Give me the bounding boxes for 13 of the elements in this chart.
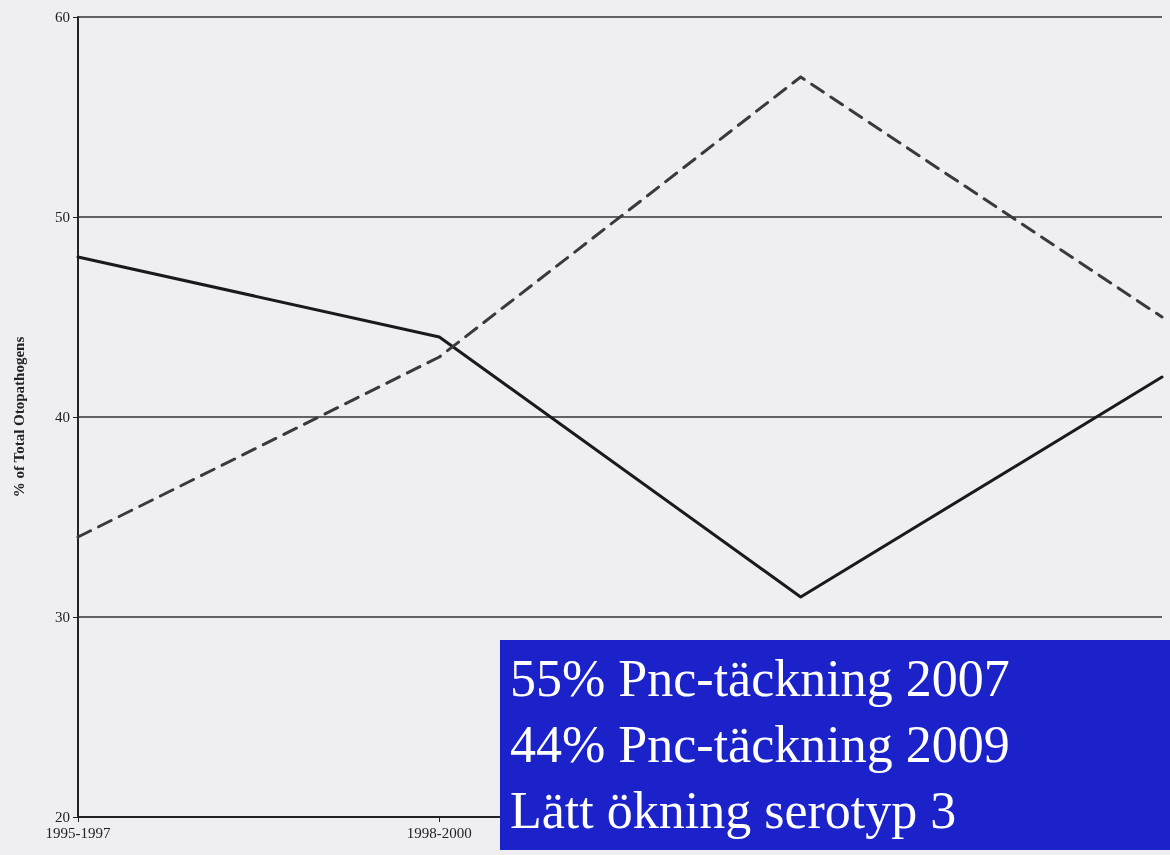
y-tick-label: 50 bbox=[55, 209, 70, 225]
y-tick-label: 40 bbox=[55, 409, 70, 425]
y-tick-label: 30 bbox=[55, 609, 70, 625]
line-series bbox=[76, 75, 1164, 539]
y-tick-label: 60 bbox=[55, 9, 70, 25]
text-box: 55% Pnc-täckning 2007 44% Pnc-täckning 2009 Lätt ökning serotyp 3 bbox=[500, 640, 1170, 850]
x-tick-label: 1995-1997 bbox=[45, 824, 111, 841]
annotation: 55% Pnc-täckning 2007 bbox=[510, 649, 1011, 709]
annotation: 44% Pnc-täckning 2009 bbox=[510, 715, 1011, 775]
y-axis-title: % of Total Otopathogens bbox=[10, 336, 27, 498]
x-tick-label: 1998-2000 bbox=[406, 824, 472, 841]
annotation: Lätt ökning serotyp 3 bbox=[510, 781, 958, 841]
y-tick-label: 20 bbox=[55, 809, 70, 825]
